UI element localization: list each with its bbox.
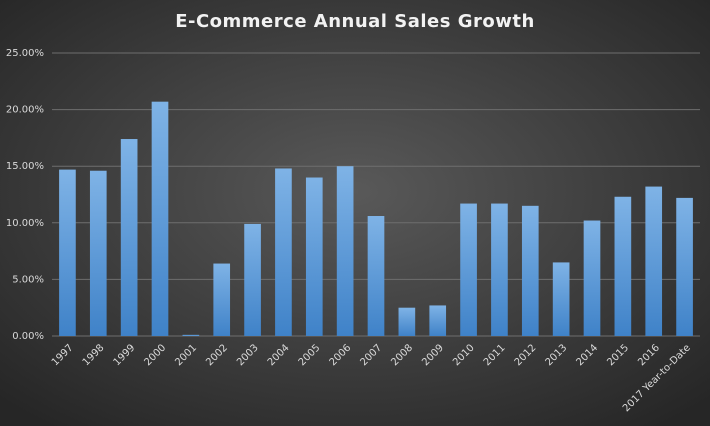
bar: [552, 262, 570, 336]
bar: [460, 203, 477, 336]
bar: [398, 307, 416, 336]
bar: [336, 166, 354, 336]
chart-title: E-Commerce Annual Sales Growth: [175, 11, 535, 32]
bar: [244, 223, 261, 336]
y-tick-label: 25.00%: [6, 48, 44, 59]
y-tick-label: 5.00%: [12, 274, 44, 285]
bar: [89, 170, 107, 336]
bar: [429, 305, 447, 336]
bar: [614, 196, 632, 336]
bar: [645, 186, 663, 336]
bar: [59, 169, 76, 336]
y-tick-label: 20.00%: [6, 105, 44, 116]
y-tick-label: 0.00%: [12, 331, 44, 342]
y-tick-label: 15.00%: [6, 161, 44, 172]
bar: [676, 197, 693, 336]
y-tick-label: 10.00%: [6, 218, 44, 229]
bar: [491, 203, 508, 336]
bar: [583, 220, 601, 336]
bar: [305, 177, 323, 336]
bar: [182, 334, 200, 336]
bar: [151, 101, 169, 337]
bar: [521, 205, 539, 336]
bar: [120, 139, 138, 336]
bar: [367, 216, 385, 336]
bar: [213, 263, 231, 336]
bar: [275, 168, 292, 336]
